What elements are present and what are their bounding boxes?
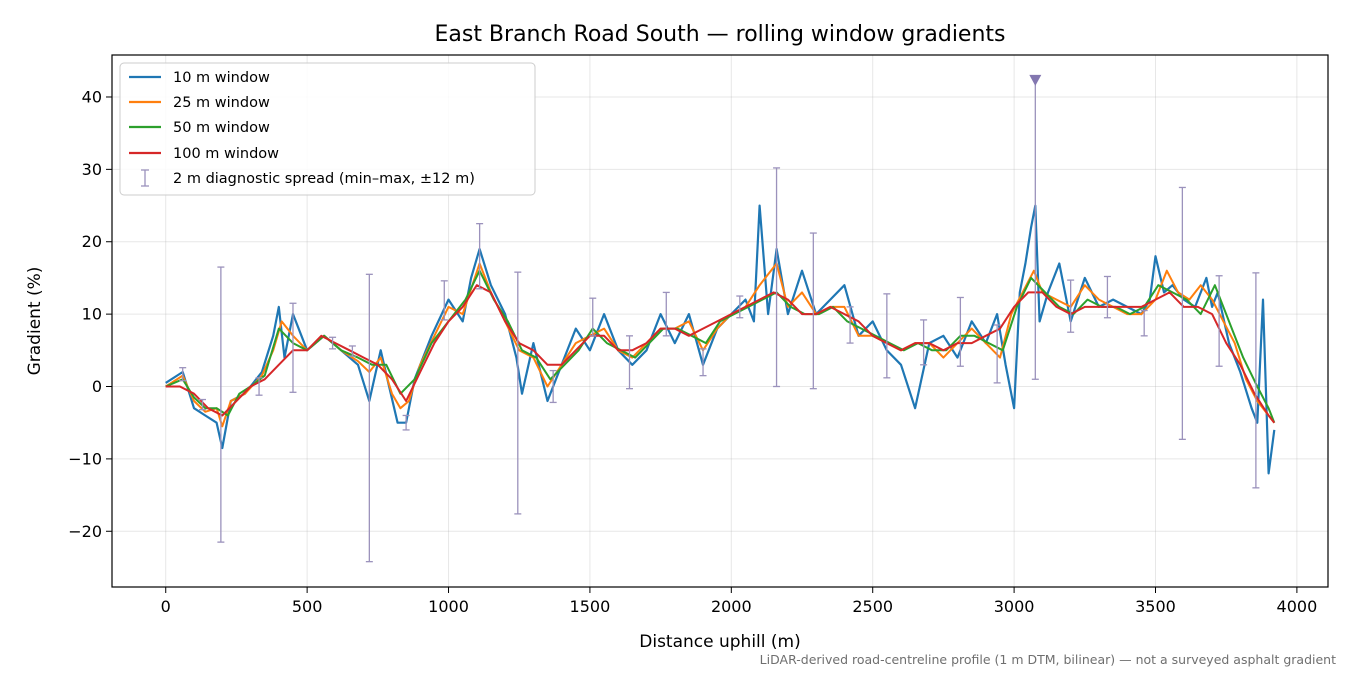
x-tick-label: 1500 bbox=[570, 597, 611, 616]
diagnostic-errorbar bbox=[736, 295, 744, 319]
x-tick-label: 1000 bbox=[428, 597, 469, 616]
y-tick-label: 40 bbox=[82, 87, 102, 106]
diagnostic-errorbar bbox=[1215, 275, 1223, 367]
x-axis-ticks: 0 500 1000 1500 2000 2500 3000 3500 4000 bbox=[161, 587, 1318, 616]
diagnostic-errorbar bbox=[773, 167, 781, 388]
y-tick-label: 0 bbox=[92, 377, 102, 396]
diagnostic-errorbar bbox=[476, 222, 484, 290]
diagnostic-errorbar bbox=[1103, 275, 1111, 319]
diagnostic-errorbar bbox=[1252, 272, 1260, 489]
diagnostic-errorbar bbox=[365, 273, 373, 563]
series-group bbox=[165, 204, 1276, 475]
x-tick-label: 3000 bbox=[994, 597, 1035, 616]
x-tick-label: 4000 bbox=[1277, 597, 1318, 616]
x-tick-label: 3500 bbox=[1135, 597, 1176, 616]
plot-frame bbox=[111, 54, 1329, 588]
x-tick-label: 0 bbox=[161, 597, 171, 616]
diagnostic-errorbar bbox=[255, 377, 263, 396]
legend-label-2: 25 m window bbox=[173, 95, 270, 111]
x-axis-label: Distance uphill (m) bbox=[639, 632, 800, 652]
diagnostic-errorbar bbox=[348, 345, 356, 357]
x-tick-label: 2500 bbox=[852, 597, 893, 616]
y-tick-label: 20 bbox=[82, 232, 102, 251]
y-axis-label: Gradient (%) bbox=[25, 267, 45, 376]
diagnostic-errorbar bbox=[846, 306, 854, 344]
diagnostic-errorbar bbox=[440, 280, 448, 321]
diagnostic-errorbar bbox=[626, 335, 634, 390]
legend-label-4: 100 m window bbox=[173, 146, 279, 162]
chart-title: East Branch Road South — rolling window … bbox=[434, 22, 1005, 47]
diagnostic-errorbar bbox=[1029, 74, 1042, 380]
y-tick-label: −20 bbox=[68, 522, 102, 541]
diagnostic-errorbar bbox=[289, 302, 297, 393]
diagnostic-errorbar bbox=[217, 266, 225, 543]
diagnostic-errorbar bbox=[179, 367, 187, 382]
diagnostic-errorbar bbox=[920, 319, 928, 366]
x-tick-label: 500 bbox=[292, 597, 323, 616]
y-axis-ticks: −20 −10 0 10 20 30 40 bbox=[68, 87, 112, 541]
diagnostic-errorbar bbox=[956, 296, 964, 367]
diagnostic-errorbar bbox=[883, 293, 891, 379]
diagnostic-errorbar bbox=[993, 324, 1001, 384]
x-tick-label: 2000 bbox=[711, 597, 752, 616]
y-tick-label: 30 bbox=[82, 160, 102, 179]
diagnostic-errorbar bbox=[699, 348, 707, 377]
diagnostic-errorbar bbox=[1140, 309, 1148, 337]
legend: 10 m window 25 m window 50 m window 100 m w… bbox=[119, 62, 536, 196]
clipped-marker bbox=[1029, 74, 1042, 86]
diagnostic-errorbar bbox=[198, 398, 206, 411]
diagnostic-errorbar bbox=[514, 271, 522, 515]
diagnostic-errorbar bbox=[402, 414, 410, 431]
footnote: LiDAR-derived road-centreline profile (1… bbox=[760, 652, 1336, 667]
diagnostic-errorbar bbox=[329, 336, 337, 350]
diagnostic-errorbar bbox=[1178, 186, 1186, 440]
legend-label-3: 50 m window bbox=[173, 120, 270, 136]
diagnostic-errorbar bbox=[662, 291, 670, 337]
diagnostic-errorbar bbox=[549, 369, 557, 404]
diagnostic-errorbar bbox=[809, 232, 817, 390]
legend-label-1: 10 m window bbox=[173, 70, 270, 86]
errorbar-group bbox=[179, 74, 1260, 563]
diagnostic-errorbar bbox=[589, 297, 597, 337]
legend-label-diagnostic: 2 m diagnostic spread (min–max, ±12 m) bbox=[173, 171, 475, 187]
diagnostic-errorbar bbox=[1067, 279, 1075, 333]
y-tick-label: −10 bbox=[68, 449, 102, 468]
series-line-3 bbox=[165, 269, 1276, 424]
y-tick-label: 10 bbox=[82, 305, 102, 324]
legend-box bbox=[119, 62, 536, 196]
